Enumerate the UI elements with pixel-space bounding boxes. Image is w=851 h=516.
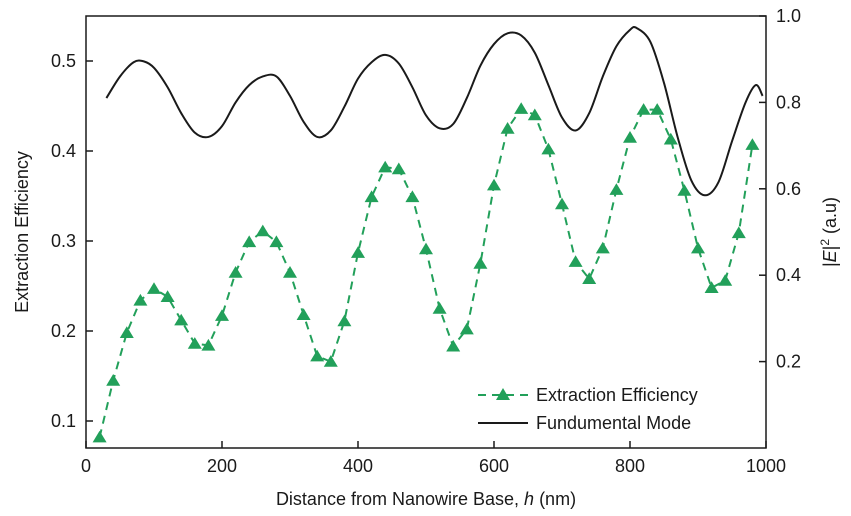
data-point-extraction-efficiency bbox=[174, 313, 189, 326]
data-point-extraction-efficiency bbox=[364, 190, 379, 203]
data-point-extraction-efficiency bbox=[310, 349, 325, 362]
data-point-extraction-efficiency bbox=[255, 224, 270, 237]
data-point-extraction-efficiency bbox=[323, 355, 338, 367]
ticks: 0 200 400 600 800 1000 0.1 0.2 0.3 0.4 0.5 0.2 0.4 0.… bbox=[51, 6, 801, 476]
data-point-extraction-efficiency bbox=[691, 241, 705, 254]
x-tick-label: 200 bbox=[207, 456, 237, 476]
y-right-tick-label: 0.8 bbox=[776, 92, 801, 112]
data-point-extraction-efficiency bbox=[147, 282, 161, 294]
data-point-extraction-efficiency bbox=[432, 302, 447, 314]
data-point-extraction-efficiency bbox=[650, 103, 665, 115]
data-point-extraction-efficiency bbox=[405, 190, 420, 203]
data-point-extraction-efficiency bbox=[595, 241, 610, 254]
data-point-extraction-efficiency bbox=[391, 162, 406, 175]
data-point-extraction-efficiency bbox=[106, 374, 121, 386]
data-point-extraction-efficiency bbox=[337, 314, 352, 327]
data-point-extraction-efficiency bbox=[704, 281, 719, 293]
x-axis-label: Distance from Nanowire Base, h (nm) bbox=[276, 489, 576, 509]
data-point-extraction-efficiency bbox=[527, 108, 542, 121]
data-point-extraction-efficiency bbox=[119, 326, 134, 338]
data-point-extraction-efficiency bbox=[215, 309, 229, 321]
data-point-extraction-efficiency bbox=[296, 308, 311, 320]
data-point-extraction-efficiency bbox=[242, 235, 257, 248]
data-point-extraction-efficiency bbox=[269, 235, 284, 248]
data-point-extraction-efficiency bbox=[514, 102, 529, 114]
x-tick-label: 0 bbox=[81, 456, 91, 476]
legend: Extraction Efficiency Fundumental Mode bbox=[478, 385, 698, 433]
data-point-extraction-efficiency bbox=[378, 160, 393, 173]
data-point-extraction-efficiency bbox=[351, 246, 365, 258]
y-right-tick-label: 0.6 bbox=[776, 179, 801, 199]
x-tick-label: 400 bbox=[343, 456, 373, 476]
data-point-extraction-efficiency bbox=[609, 183, 624, 195]
series-line-fundumental-mode bbox=[105, 25, 764, 197]
data-point-extraction-efficiency bbox=[636, 103, 651, 115]
y-left-tick-label: 0.3 bbox=[51, 231, 76, 251]
data-point-extraction-efficiency bbox=[568, 255, 583, 267]
data-point-extraction-efficiency bbox=[731, 226, 746, 239]
data-point-extraction-efficiency bbox=[446, 339, 461, 352]
data-point-extraction-efficiency bbox=[201, 338, 216, 351]
data-point-extraction-efficiency bbox=[160, 290, 175, 302]
y-left-tick-label: 0.4 bbox=[51, 141, 76, 161]
data-point-extraction-efficiency bbox=[500, 122, 515, 134]
y-right-tick-label: 1.0 bbox=[776, 6, 801, 26]
data-point-extraction-efficiency bbox=[487, 178, 501, 191]
data-point-extraction-efficiency bbox=[677, 184, 692, 196]
x-tick-label: 1000 bbox=[746, 456, 786, 476]
data-point-extraction-efficiency bbox=[745, 138, 760, 150]
data-point-extraction-efficiency bbox=[419, 242, 433, 255]
data-point-extraction-efficiency bbox=[582, 272, 597, 284]
y-left-tick-label: 0.2 bbox=[51, 321, 76, 341]
data-point-extraction-efficiency bbox=[228, 266, 243, 278]
legend-label-extraction-efficiency: Extraction Efficiency bbox=[536, 385, 698, 405]
y-right-tick-label: 0.4 bbox=[776, 265, 801, 285]
data-point-extraction-efficiency bbox=[283, 266, 297, 278]
y-left-tick-label: 0.5 bbox=[51, 51, 76, 71]
x-tick-label: 800 bbox=[615, 456, 645, 476]
y-left-axis-label: Extraction Efficiency bbox=[12, 151, 32, 313]
data-point-extraction-efficiency bbox=[92, 430, 107, 443]
series-layer bbox=[92, 25, 764, 443]
data-point-extraction-efficiency bbox=[663, 132, 678, 145]
x-tick-label: 600 bbox=[479, 456, 509, 476]
plot-frame bbox=[85, 15, 767, 449]
y-left-tick-label: 0.1 bbox=[51, 411, 76, 431]
y-right-axis-label: |E|2 (a.u) bbox=[818, 197, 840, 267]
data-point-extraction-efficiency bbox=[187, 337, 202, 349]
data-point-extraction-efficiency bbox=[555, 197, 569, 210]
legend-marker-extraction-efficiency bbox=[496, 388, 510, 400]
data-point-extraction-efficiency bbox=[718, 274, 733, 286]
data-point-extraction-efficiency bbox=[541, 142, 556, 155]
legend-label-fundumental-mode: Fundumental Mode bbox=[536, 413, 691, 433]
data-point-extraction-efficiency bbox=[459, 322, 474, 335]
data-point-extraction-efficiency bbox=[623, 131, 637, 143]
data-point-extraction-efficiency bbox=[473, 257, 488, 269]
data-point-extraction-efficiency bbox=[133, 293, 148, 306]
y-right-tick-label: 0.2 bbox=[776, 352, 801, 372]
